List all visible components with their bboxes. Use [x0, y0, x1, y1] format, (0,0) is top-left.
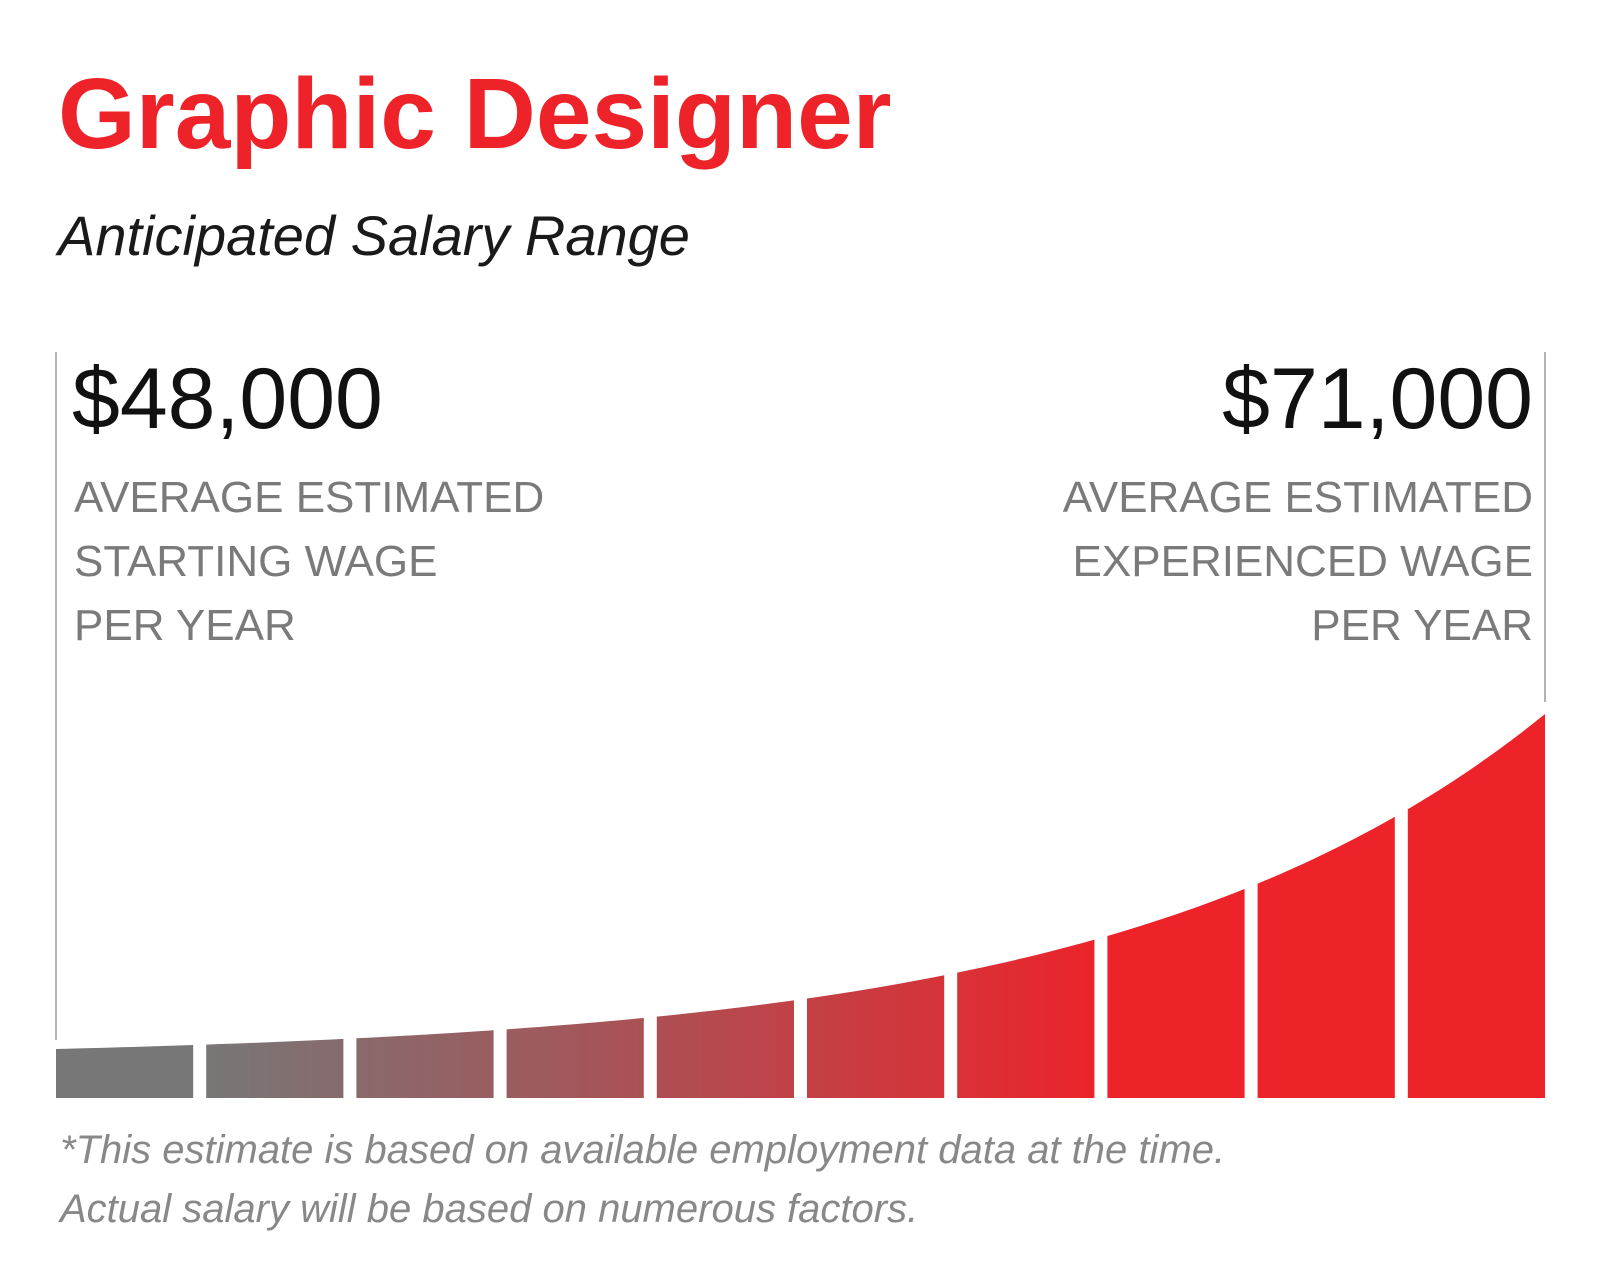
start-amount: $48,000 [72, 351, 383, 447]
experienced-label: AVERAGE ESTIMATED [1063, 473, 1533, 522]
growth-bar [56, 1045, 194, 1098]
start-label: STARTING WAGE [74, 537, 437, 586]
growth-bar [1407, 714, 1545, 1098]
experienced-label: EXPERIENCED WAGE [1073, 537, 1533, 586]
title: Graphic Designer [58, 58, 892, 170]
experienced-label: PER YEAR [1311, 601, 1533, 650]
growth-bar [1107, 888, 1245, 1098]
growth-bar [1257, 816, 1395, 1098]
experienced-amount: $71,000 [1222, 351, 1533, 447]
growth-bar [506, 1017, 644, 1098]
footnote: Actual salary will be based on numerous … [58, 1187, 918, 1231]
start-label: PER YEAR [74, 601, 296, 650]
growth-bar [957, 939, 1095, 1098]
growth-bars [56, 714, 1545, 1098]
subtitle: Anticipated Salary Range [55, 204, 690, 267]
growth-bar [206, 1038, 344, 1098]
growth-bar [656, 1000, 794, 1098]
growth-bar [356, 1030, 494, 1098]
growth-bar [807, 975, 945, 1098]
start-label: AVERAGE ESTIMATED [74, 473, 544, 522]
footnote: *This estimate is based on available emp… [60, 1128, 1225, 1172]
